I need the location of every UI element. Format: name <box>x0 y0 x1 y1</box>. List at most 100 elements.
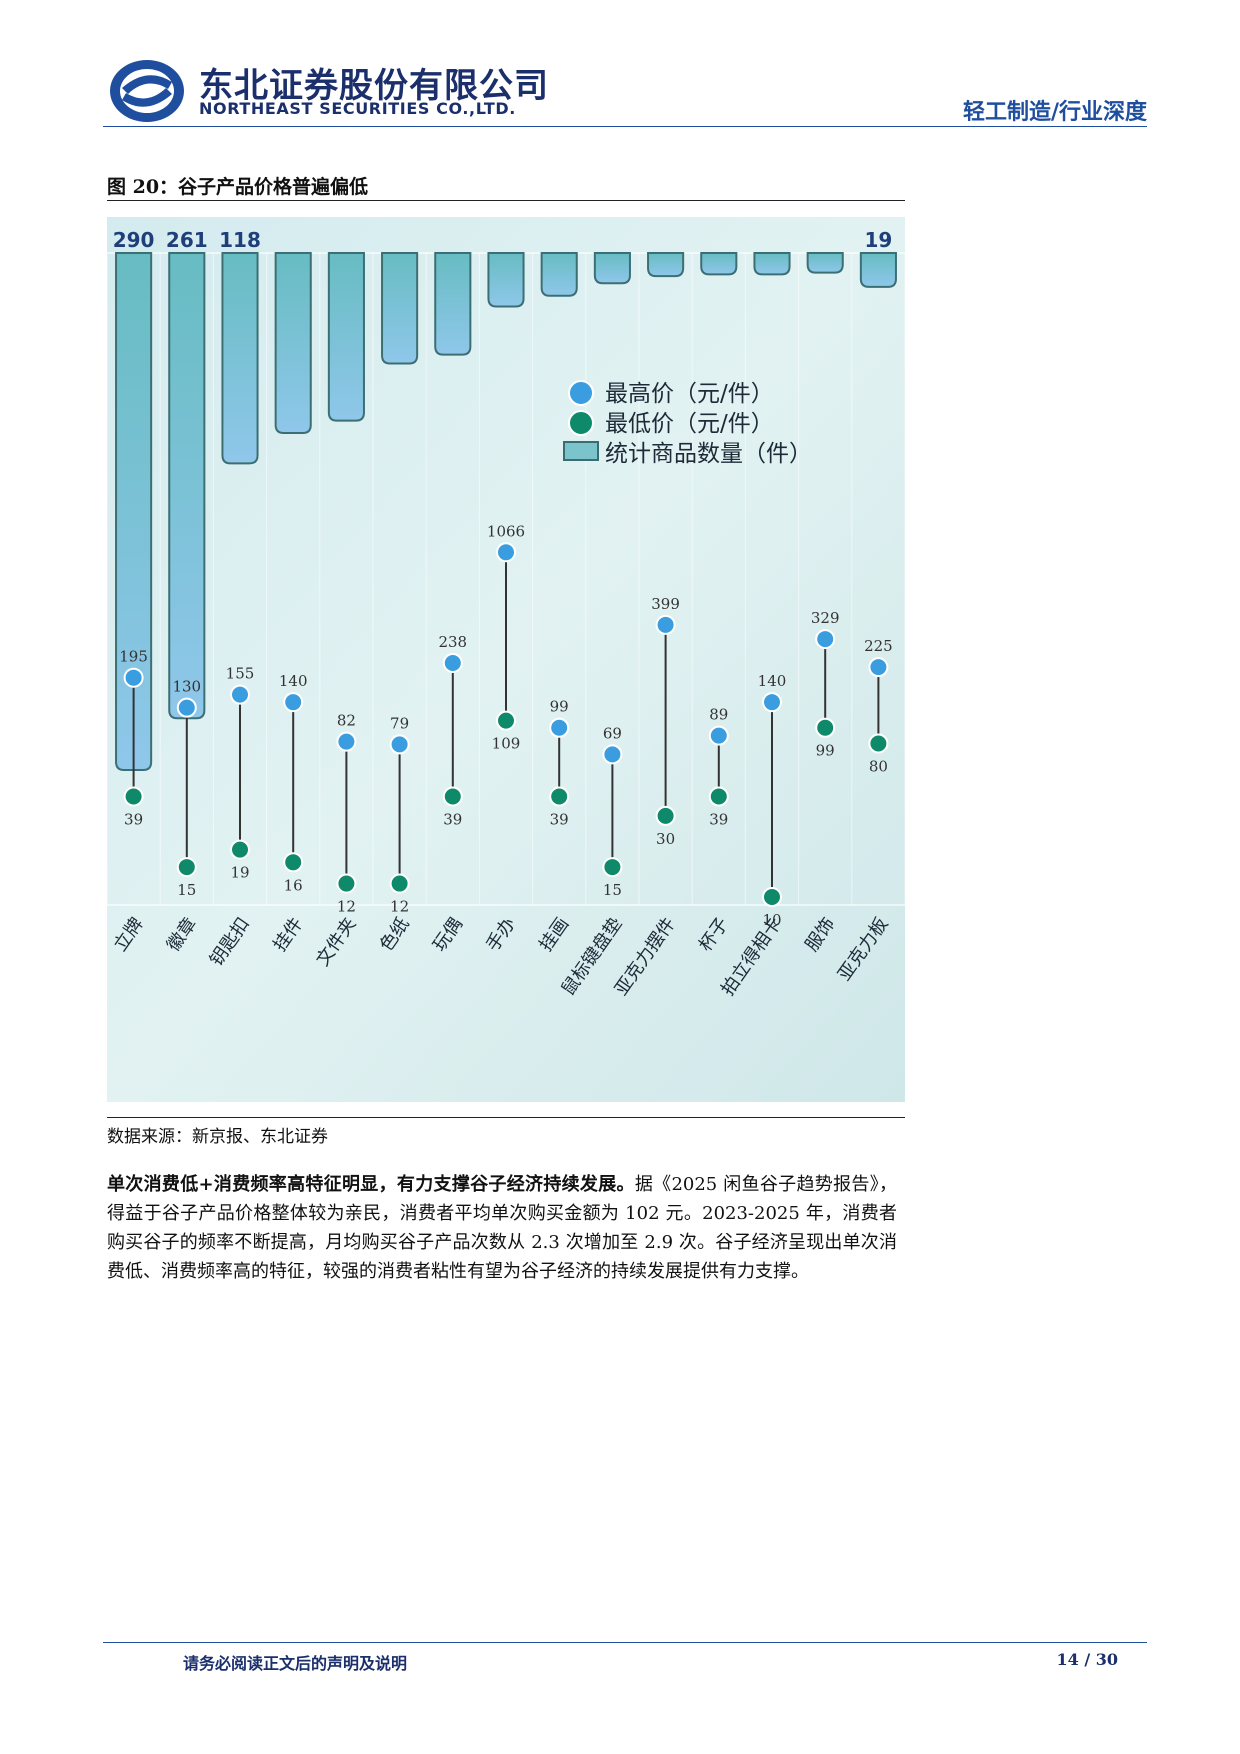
max-price-point <box>389 734 410 755</box>
min-price-point <box>762 887 782 907</box>
max-price-point <box>708 725 729 746</box>
min-price-label: 39 <box>443 811 462 829</box>
footer-divider <box>103 1642 1147 1643</box>
max-price-label: 99 <box>550 698 569 716</box>
max-price-point <box>549 717 570 738</box>
company-name-en: NORTHEAST SECURITIES CO.,LTD. <box>199 99 516 118</box>
header-divider <box>103 126 1147 127</box>
count-bar <box>221 252 259 465</box>
figure-source: 数据来源：新京报、东北证券 <box>107 1127 328 1147</box>
max-price-point <box>442 652 463 673</box>
max-price-label: 140 <box>279 672 308 690</box>
count-bar <box>593 252 631 285</box>
count-bar <box>540 252 578 297</box>
body-text: 据《2025 闲鱼谷子趋势报告》，得益于谷子产品价格整体较为亲民，消费者平均单次… <box>107 1174 897 1282</box>
count-bar <box>487 252 525 308</box>
min-price-point <box>389 873 410 894</box>
max-price-point <box>655 614 676 635</box>
min-price-label: 16 <box>284 876 303 894</box>
bar-count-label: 290 <box>113 228 155 252</box>
legend-max-label: 最高价（元/件） <box>605 381 774 407</box>
min-price-point <box>176 857 197 878</box>
count-bar <box>274 252 312 435</box>
min-price-point <box>815 717 836 738</box>
max-price-point <box>762 692 782 713</box>
count-bar <box>753 252 791 276</box>
count-bar <box>647 252 685 278</box>
min-price-point <box>655 805 676 826</box>
min-price-point <box>496 710 516 731</box>
max-price-point <box>602 744 623 765</box>
min-price-point <box>442 786 463 807</box>
company-logo-icon <box>110 60 184 122</box>
bar-count-label: 19 <box>864 228 892 252</box>
bar-count-label: 261 <box>166 228 208 252</box>
max-price-point <box>176 697 197 718</box>
min-price-label: 30 <box>656 830 675 848</box>
count-bar <box>859 252 897 288</box>
price-chart: 290 195 39 261 130 15 118 155 19 140 16 82 12 79 12 238… <box>107 217 905 1102</box>
min-price-label: 39 <box>124 811 143 829</box>
min-price-label: 12 <box>337 898 356 916</box>
max-price-label: 195 <box>119 648 148 666</box>
max-price-label: 225 <box>864 637 893 655</box>
page-number: 14 / 30 <box>1056 1650 1118 1669</box>
max-price-point <box>336 731 357 752</box>
max-price-point <box>230 684 250 705</box>
max-price-point <box>283 692 304 713</box>
min-price-label: 19 <box>230 864 249 882</box>
figure-top-rule <box>107 200 905 201</box>
max-price-label: 89 <box>709 706 728 724</box>
min-price-label: 15 <box>603 881 622 899</box>
min-price-label: 99 <box>816 742 835 760</box>
min-price-label: 10 <box>762 911 781 929</box>
chart-legend: 最高价（元/件） 最低价（元/件） 统计商品数量（件） <box>563 380 812 467</box>
figure-title: 图 20：谷子产品价格普遍偏低 <box>107 176 369 198</box>
count-bar <box>381 252 419 365</box>
min-price-point <box>336 873 357 894</box>
max-price-label: 399 <box>651 595 680 613</box>
max-price-label: 155 <box>226 665 255 683</box>
footer-disclaimer: 请务必阅读正文后的声明及说明 <box>183 1654 408 1673</box>
max-price-label: 130 <box>172 678 201 696</box>
max-price-label: 140 <box>758 672 787 690</box>
legend-count-marker <box>563 441 599 461</box>
count-bar <box>115 252 153 771</box>
figure-bottom-rule <box>107 1117 905 1118</box>
min-price-point <box>602 857 623 878</box>
legend-min-marker <box>568 410 594 436</box>
min-price-label: 109 <box>492 735 521 753</box>
min-price-label: 15 <box>177 881 196 899</box>
count-bar <box>327 252 365 422</box>
max-price-point <box>496 542 516 563</box>
legend-count-label: 统计商品数量（件） <box>605 441 812 467</box>
min-price-point <box>283 852 304 873</box>
legend-max-marker <box>568 380 594 406</box>
count-bar <box>168 252 206 720</box>
min-price-point <box>549 786 570 807</box>
max-price-point <box>868 657 889 678</box>
max-price-label: 79 <box>390 714 409 732</box>
page-header: 东北证券股份有限公司 NORTHEAST SECURITIES CO.,LTD.… <box>0 0 1240 135</box>
min-price-point <box>868 733 889 754</box>
min-price-point <box>123 786 144 807</box>
max-price-label: 1066 <box>487 522 525 540</box>
max-price-point <box>123 667 144 688</box>
min-price-label: 80 <box>869 757 888 775</box>
body-paragraph: 单次消费低+消费频率高特征明显，有力支撑谷子经济持续发展。据《2025 闲鱼谷子… <box>107 1170 897 1286</box>
min-price-label: 39 <box>709 811 728 829</box>
max-price-label: 329 <box>811 609 840 627</box>
count-bar <box>700 252 738 276</box>
report-category: 轻工制造/行业深度 <box>962 100 1147 125</box>
legend-min-label: 最低价（元/件） <box>605 411 774 437</box>
count-bar <box>806 252 844 274</box>
min-price-label: 39 <box>550 811 569 829</box>
min-price-point <box>230 839 250 860</box>
max-price-point <box>815 629 836 650</box>
min-price-label: 12 <box>390 898 409 916</box>
bar-count-label: 118 <box>219 228 261 252</box>
body-bold-lead: 单次消费低+消费频率高特征明显，有力支撑谷子经济持续发展。 <box>107 1174 635 1195</box>
max-price-label: 238 <box>438 633 467 651</box>
max-price-label: 69 <box>603 724 622 742</box>
max-price-label: 82 <box>337 712 356 730</box>
